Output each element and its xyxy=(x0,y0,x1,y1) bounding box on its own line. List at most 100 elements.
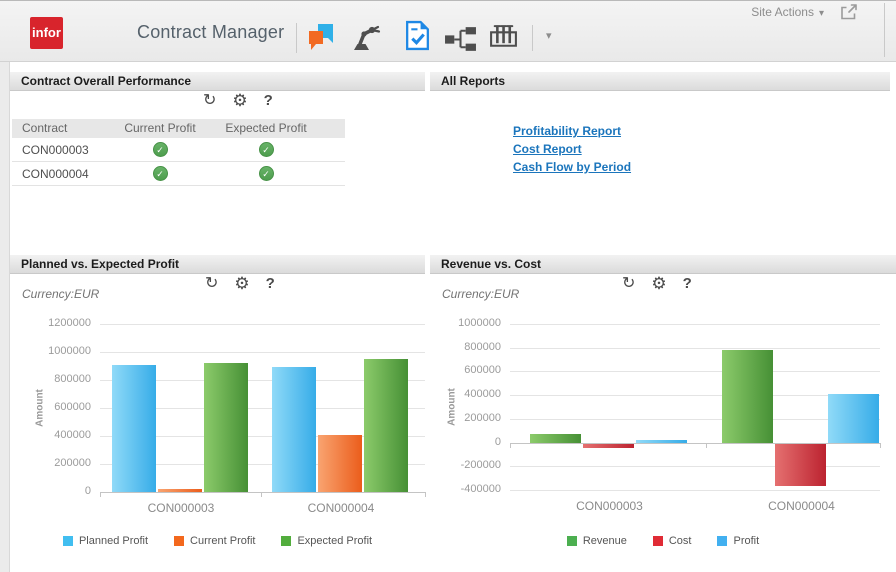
gridline xyxy=(510,419,880,420)
legend-swatch xyxy=(717,536,727,546)
report-links: Profitability Report Cost Report Cash Fl… xyxy=(513,124,631,174)
caret-down-icon: ▾ xyxy=(819,8,824,19)
column-header-current-profit: Current Profit xyxy=(110,119,210,138)
y-tick-label: 0 xyxy=(85,485,91,497)
axis-tick xyxy=(880,443,881,448)
column-header-expected-profit: Expected Profit xyxy=(210,119,322,138)
panel-title-performance: Contract Overall Performance xyxy=(10,72,425,91)
bar-cost[interactable] xyxy=(775,443,826,487)
refresh-icon[interactable]: ↻ xyxy=(622,275,635,293)
legend-item-cost[interactable]: Cost xyxy=(653,535,692,547)
gridline xyxy=(510,490,880,491)
y-tick-label: 600000 xyxy=(464,364,501,376)
chat-messages-icon[interactable] xyxy=(306,22,336,54)
site-actions-menu[interactable]: Site Actions▾ xyxy=(751,5,824,19)
gridline xyxy=(100,324,425,325)
axis-tick xyxy=(100,492,101,497)
gear-icon[interactable]: ⚙ xyxy=(234,275,249,293)
status-ok-icon: ✓ xyxy=(153,166,168,181)
gridline xyxy=(510,324,880,325)
gear-icon[interactable]: ⚙ xyxy=(651,275,666,293)
bar-planned-profit[interactable] xyxy=(272,367,316,492)
chart-toolbar: ↻ ⚙ ? xyxy=(205,275,275,293)
column-header-contract: Contract xyxy=(12,119,110,138)
bar-expected-profit[interactable] xyxy=(364,359,408,492)
table-row[interactable]: CON000004 ✓ ✓ xyxy=(12,162,345,186)
gridline xyxy=(100,352,425,353)
chart-toolbar: ↻ ⚙ ? xyxy=(622,275,692,293)
x-axis-label: CON000003 xyxy=(112,501,250,515)
panel-title-planned-vs-expected: Planned vs. Expected Profit xyxy=(10,255,425,274)
y-tick-label: 400000 xyxy=(54,429,91,441)
page-title: Contract Manager xyxy=(137,22,284,43)
legend-item-current-profit[interactable]: Current Profit xyxy=(174,535,255,547)
axis-tick xyxy=(261,492,262,497)
y-tick-label: 800000 xyxy=(54,373,91,385)
left-gutter xyxy=(0,62,10,572)
legend-label: Profit xyxy=(733,535,759,547)
currency-label: Currency:EUR xyxy=(442,287,519,301)
current-profit-status: ✓ xyxy=(110,162,210,185)
help-icon[interactable]: ? xyxy=(683,275,692,293)
legend-item-expected-profit[interactable]: Expected Profit xyxy=(281,535,372,547)
bar-planned-profit[interactable] xyxy=(112,365,156,492)
chart-legend: Revenue Cost Profit xyxy=(430,535,896,547)
contract-id: CON000004 xyxy=(12,162,110,185)
y-tick-label: 1000000 xyxy=(48,345,91,357)
report-link-profitability[interactable]: Profitability Report xyxy=(513,124,631,138)
y-tick-label: -200000 xyxy=(461,459,501,471)
table-header-row: Contract Current Profit Expected Profit xyxy=(12,119,345,138)
test-tubes-icon[interactable] xyxy=(488,22,519,53)
y-tick-label: 600000 xyxy=(54,401,91,413)
legend-label: Planned Profit xyxy=(79,535,148,547)
contract-manager-dashboard: infor Contract Manager xyxy=(0,0,896,572)
report-link-cash-flow[interactable]: Cash Flow by Period xyxy=(513,160,631,174)
legend-label: Cost xyxy=(669,535,692,547)
robot-arm-icon[interactable] xyxy=(347,21,381,55)
open-new-window-icon[interactable] xyxy=(840,4,858,20)
legend-item-revenue[interactable]: Revenue xyxy=(567,535,627,547)
table-row[interactable]: CON000003 ✓ ✓ xyxy=(12,138,345,162)
bar-expected-profit[interactable] xyxy=(204,363,248,492)
y-tick-label: 200000 xyxy=(464,412,501,424)
toolbar-divider xyxy=(532,25,533,51)
help-icon[interactable]: ? xyxy=(264,92,273,110)
bar-revenue[interactable] xyxy=(722,350,773,443)
toolbar-divider xyxy=(884,3,885,57)
infor-logo: infor xyxy=(30,17,63,49)
axis-tick xyxy=(510,443,511,448)
x-axis-label: CON000003 xyxy=(530,499,689,513)
legend-swatch xyxy=(281,536,291,546)
legend-label: Revenue xyxy=(583,535,627,547)
x-axis-line xyxy=(510,443,880,444)
axis-tick xyxy=(706,443,707,448)
more-dropdown-icon[interactable]: ▾ xyxy=(546,29,552,42)
bar-profit[interactable] xyxy=(828,394,879,443)
gear-icon[interactable]: ⚙ xyxy=(232,92,247,110)
bar-current-profit[interactable] xyxy=(318,435,362,492)
x-axis-label: CON000004 xyxy=(722,499,881,513)
toolbar-divider xyxy=(296,23,297,53)
chart-revenue-vs-cost: Currency:EUR ↻ ⚙ ? Amount RevenueCostPro… xyxy=(430,274,896,572)
gridline xyxy=(510,371,880,372)
refresh-icon[interactable]: ↻ xyxy=(203,92,216,110)
report-link-cost[interactable]: Cost Report xyxy=(513,142,631,156)
legend-item-planned-profit[interactable]: Planned Profit xyxy=(63,535,148,547)
org-chart-icon[interactable] xyxy=(444,26,477,52)
legend-item-profit[interactable]: Profit xyxy=(717,535,759,547)
help-icon[interactable]: ? xyxy=(266,275,275,293)
y-tick-label: 1200000 xyxy=(48,317,91,329)
current-profit-status: ✓ xyxy=(110,138,210,161)
panel-title-reports: All Reports xyxy=(430,72,890,91)
y-tick-label: 800000 xyxy=(464,341,501,353)
currency-label: Currency:EUR xyxy=(22,287,99,301)
checked-document-icon[interactable] xyxy=(404,20,431,51)
legend-swatch xyxy=(63,536,73,546)
performance-table: Contract Current Profit Expected Profit … xyxy=(12,119,345,186)
status-ok-icon: ✓ xyxy=(259,166,274,181)
gridline xyxy=(510,348,880,349)
chart-planned-vs-expected-profit: Currency:EUR ↻ ⚙ ? Amount Planned Profit… xyxy=(10,274,425,572)
performance-panel-toolbar: ↻ ⚙ ? xyxy=(203,92,273,110)
bar-revenue[interactable] xyxy=(530,434,581,442)
refresh-icon[interactable]: ↻ xyxy=(205,275,218,293)
